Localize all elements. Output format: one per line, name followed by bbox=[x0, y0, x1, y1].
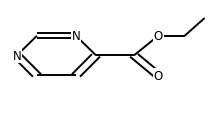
Text: O: O bbox=[154, 30, 163, 43]
Text: N: N bbox=[12, 49, 21, 62]
Text: O: O bbox=[154, 69, 163, 82]
Text: N: N bbox=[72, 30, 80, 43]
